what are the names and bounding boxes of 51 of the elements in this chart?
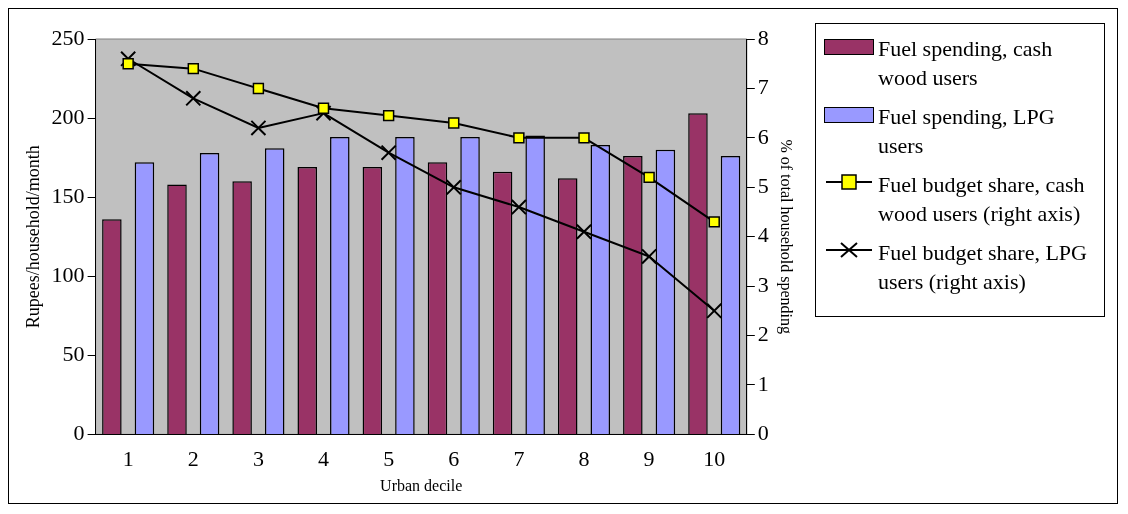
point: [510, 198, 527, 216]
y-tick-label: 0: [73, 420, 85, 446]
y-tick-label: 150: [51, 182, 85, 208]
y2-tick-label: 2: [757, 321, 769, 347]
x-tick-label: 9: [643, 446, 655, 472]
x-tick-label: 7: [513, 446, 525, 472]
y2-axis-title: % of total household spending: [777, 139, 796, 335]
point: [643, 171, 655, 184]
y-axis-title: Rupees/household/month: [22, 145, 43, 329]
point: [120, 50, 137, 67]
y-tick-label: 100: [51, 262, 85, 288]
legend-label: Fuel spending, cash wood users: [878, 35, 1054, 92]
y2-tick-label: 3: [757, 271, 769, 297]
y2-tick-label: 4: [757, 222, 769, 248]
point: [317, 102, 330, 114]
point: [380, 144, 397, 161]
y2-tick-label: 8: [757, 24, 769, 50]
legend-label: Fuel spending, LPG users: [878, 103, 1056, 160]
x-tick-label: 1: [122, 446, 134, 472]
y2-tick-label: 7: [757, 74, 769, 100]
point: [641, 248, 658, 265]
x-tick-label: 5: [383, 446, 395, 472]
point: [122, 58, 134, 70]
y2-tick-label: 6: [757, 123, 769, 149]
x-tick-label: 10: [703, 446, 726, 472]
y-tick-label: 250: [51, 24, 85, 50]
y-tick-label: 200: [51, 103, 85, 129]
point: [448, 117, 460, 129]
y2-tick-label: 1: [757, 370, 769, 396]
point: [706, 302, 723, 319]
point: [187, 62, 199, 75]
point: [575, 223, 593, 240]
point: [708, 216, 720, 228]
y2-tick-label: 0: [757, 420, 769, 446]
point: [382, 109, 395, 122]
x-tick-label: 2: [187, 446, 199, 472]
x-axis-title: Urban decile: [380, 476, 463, 494]
legend-label: Fuel budget share, LPG users (right axis): [878, 239, 1088, 296]
y2-tick-label: 5: [757, 173, 769, 199]
point: [185, 90, 202, 107]
point: [250, 119, 267, 137]
x-tick-label: 6: [448, 446, 460, 472]
x-tick-label: 3: [252, 446, 264, 472]
x-tick-label: 8: [578, 446, 590, 472]
point: [578, 132, 590, 144]
x-tick-label: 4: [318, 446, 330, 472]
point: [252, 82, 265, 95]
y-tick-label: 50: [62, 341, 85, 367]
legend-label: Fuel budget share, cash wood users (right axis): [878, 171, 1086, 228]
point: [445, 179, 462, 196]
point: [513, 132, 525, 144]
